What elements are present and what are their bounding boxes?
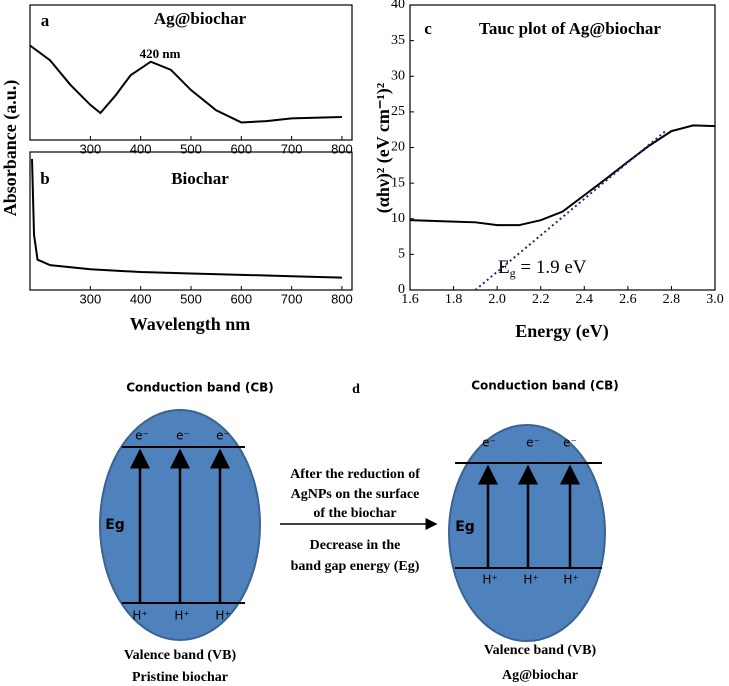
fit-line xyxy=(474,128,668,291)
text: e⁻ xyxy=(563,436,577,450)
y-tick-label: 25 xyxy=(391,104,405,119)
text: Eg xyxy=(455,519,475,535)
x-axis-label: Wavelength nm xyxy=(130,314,251,334)
text: H⁺ xyxy=(132,609,147,623)
x-tick-label: 600 xyxy=(230,291,252,306)
x-tick-label: 500 xyxy=(180,291,202,306)
panel-label: a xyxy=(41,11,50,30)
panel-label: b xyxy=(40,169,49,188)
panel-title: Biochar xyxy=(171,169,229,188)
x-tick-label: 400 xyxy=(130,291,152,306)
text: Pristine biochar xyxy=(132,670,228,685)
x-tick-label: 2.6 xyxy=(619,292,637,307)
y-tick-label: 30 xyxy=(391,68,405,83)
text: e⁻ xyxy=(526,436,540,450)
annotation-symbol: E xyxy=(498,257,510,278)
text: H⁺ xyxy=(523,573,538,587)
annotation: 420 nm xyxy=(140,46,181,61)
y-axis-label: Absorbance (a.u.) xyxy=(0,80,21,217)
text: AgNPs on the surface xyxy=(291,487,420,502)
text: H⁺ xyxy=(563,573,578,587)
annotation-subscript: g xyxy=(510,266,516,280)
text: e⁻ xyxy=(176,429,190,443)
x-tick-label: 700 xyxy=(281,291,303,306)
y-tick-label: 15 xyxy=(391,175,405,190)
x-axis-label: Energy (eV) xyxy=(515,321,608,342)
panel-title: Tauc plot of Ag@biochar xyxy=(479,19,661,38)
x-tick-label: 400 xyxy=(130,141,152,156)
data-line xyxy=(409,124,716,227)
x-tick-label: 2.4 xyxy=(576,292,594,307)
x-tick-label: 700 xyxy=(281,141,303,156)
y-tick-label: 10 xyxy=(391,211,405,226)
text: of the biochar xyxy=(313,506,396,521)
plot-frame xyxy=(409,4,716,291)
data-line xyxy=(29,44,342,124)
y-tick-label: 20 xyxy=(391,140,405,155)
x-tick-label: 300 xyxy=(80,291,102,306)
data-line xyxy=(31,158,342,279)
x-tick-label: 1.6 xyxy=(401,292,419,307)
x-tick-label: 600 xyxy=(230,141,252,156)
text: e⁻ xyxy=(216,429,230,443)
x-tick-label: 2.2 xyxy=(532,292,550,307)
text: Conduction band (CB) xyxy=(126,381,274,395)
text: e⁻ xyxy=(135,429,149,443)
annotation: Eg = 1.9 eV xyxy=(498,257,587,279)
text: H⁺ xyxy=(215,609,230,623)
x-tick-label: 2.8 xyxy=(663,292,681,307)
text: H⁺ xyxy=(482,573,497,587)
text: Decrease in the xyxy=(310,538,401,553)
annotation-text: = 1.9 eV xyxy=(516,257,587,278)
y-tick-label: 0 xyxy=(398,282,405,297)
panel-title: Ag@biochar xyxy=(154,9,247,28)
x-tick-label: 500 xyxy=(180,141,202,156)
text: H⁺ xyxy=(174,609,189,623)
text: Valence band (VB) xyxy=(124,648,237,663)
x-tick-label: 1.8 xyxy=(445,292,463,307)
y-tick-label: 5 xyxy=(398,247,405,262)
x-tick-label: 300 xyxy=(80,141,102,156)
panel-label: d xyxy=(352,382,360,397)
x-tick-label: 3.0 xyxy=(706,292,724,307)
x-tick-label: 800 xyxy=(331,291,353,306)
y-tick-label: 35 xyxy=(391,33,405,48)
text: e⁻ xyxy=(482,436,496,450)
x-tick-label: 800 xyxy=(331,141,353,156)
text: Ag@biochar xyxy=(502,668,578,683)
panel-label: c xyxy=(424,19,432,38)
y-axis-label: (αhν)² (eV cm⁻¹)² xyxy=(373,83,394,213)
x-tick-label: 2.0 xyxy=(488,292,506,307)
text: Conduction band (CB) xyxy=(471,379,619,393)
text: band gap energy (Eg) xyxy=(291,559,420,574)
text: After the reduction of xyxy=(290,467,420,482)
text: Valence band (VB) xyxy=(484,643,597,658)
y-tick-label: 40 xyxy=(391,0,405,12)
band-diagram: d Conduction band (CB) e⁻ e⁻ e⁻ H⁺ H⁺ H⁺… xyxy=(99,379,619,685)
text: Eg xyxy=(105,517,125,533)
